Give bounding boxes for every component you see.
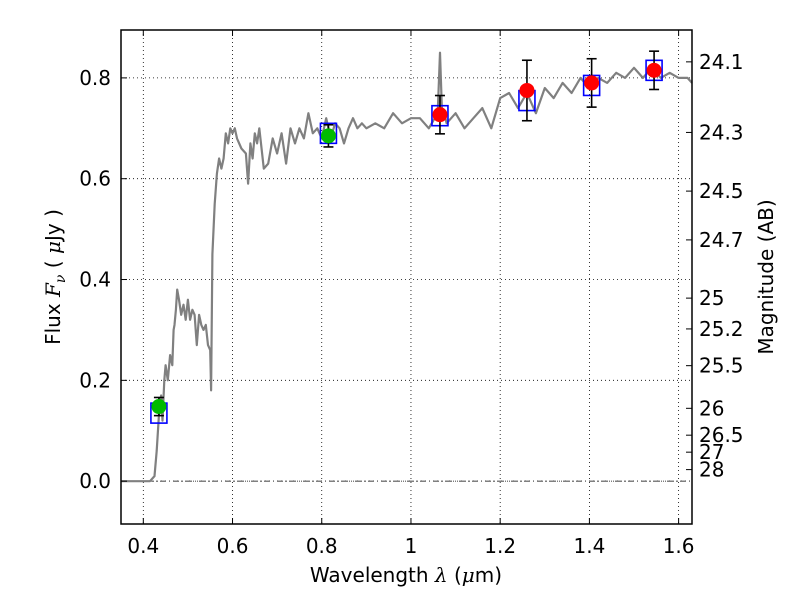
y-tick-label: 0.4 <box>79 268 111 292</box>
x-tick-label: 1.4 <box>573 534 605 558</box>
magnitude-tick-label: 28 <box>699 458 724 482</box>
y-tick-label: 0.6 <box>79 167 111 191</box>
magnitude-tick-label: 24.5 <box>699 179 744 203</box>
y-tick-label: 0.2 <box>79 368 111 392</box>
magnitude-tick-label: 24.7 <box>699 228 744 252</box>
x-tick-label: 1.6 <box>663 534 695 558</box>
y-tick-label: 0.0 <box>79 469 111 493</box>
y-axis-label: Flux Fν ( μJy ) <box>41 209 69 345</box>
magnitude-tick-label: 24.1 <box>699 50 744 74</box>
grid-lines <box>121 30 692 524</box>
magnitude-axis-label: Magnitude (AB) <box>754 199 778 354</box>
x-tick-label: 0.8 <box>306 534 338 558</box>
green-detection-point <box>320 128 336 144</box>
model-photometry-squares <box>150 59 663 424</box>
magnitude-tick-label: 25.5 <box>699 354 744 378</box>
x-tick-label: 1.2 <box>484 534 516 558</box>
error-bars <box>153 50 660 417</box>
red-detection-point <box>646 62 662 78</box>
red-detection-point <box>432 107 448 123</box>
plot-frame <box>120 29 693 525</box>
green-detection-point <box>151 399 167 415</box>
x-tick-label: 1 <box>405 534 418 558</box>
x-tick-label: 0.4 <box>127 534 159 558</box>
y-tick-label: 0.8 <box>79 66 111 90</box>
magnitude-tick-label: 26 <box>699 396 724 420</box>
magnitude-tick-label: 24.3 <box>699 120 744 144</box>
y-tick-labels: 0.0 0.2 0.4 0.6 0.8 <box>79 66 111 493</box>
magnitude-tick-label: 27 <box>699 440 724 464</box>
x-tick-label: 0.6 <box>217 534 249 558</box>
axis-ticks <box>121 30 692 524</box>
red-detection-point <box>584 75 600 91</box>
x-axis-label: Wavelength λ (μm) <box>310 563 502 587</box>
magnitude-tick-label: 25 <box>699 286 724 310</box>
observed-photometry-points <box>151 62 662 415</box>
magnitude-tick-label: 25.2 <box>699 317 744 341</box>
magnitude-tick-label: 26.5 <box>699 423 744 447</box>
x-tick-labels: 0.4 0.6 0.8 1 1.2 1.4 1.6 <box>127 534 694 558</box>
model-spectrum-line <box>121 51 693 483</box>
red-detection-point <box>519 82 535 98</box>
